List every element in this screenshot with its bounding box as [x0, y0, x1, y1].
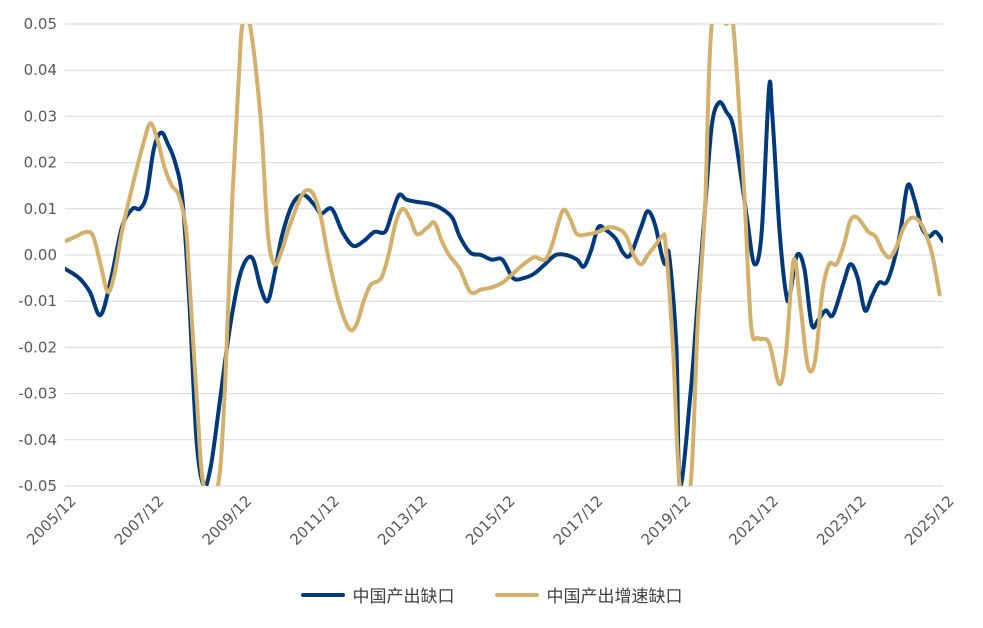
x-tick-label: 2005/12: [23, 492, 80, 549]
y-axis-ticks: 0.05 0.04 0.03 0.02 0.01 0.00 -0.01 -0.02 -0.03 -…: [18, 15, 57, 495]
x-tick-label: 2009/12: [199, 492, 256, 549]
x-axis-ticks: 2005/12 2007/12 2009/12 2011/12 2013/12 2015/…: [23, 492, 958, 549]
x-tick-label: 2015/12: [462, 492, 519, 549]
series-lines: [65, 24, 943, 486]
y-tick-label: -0.01: [18, 292, 57, 310]
y-tick-label: 0.00: [24, 246, 57, 264]
series-line-growth-gap: [65, 24, 942, 486]
y-tick-label: 0.04: [24, 61, 57, 79]
x-tick-label: 2023/12: [813, 492, 870, 549]
legend-swatch-growth-gap: [494, 592, 539, 597]
series-line-output-gap: [65, 79, 943, 486]
y-tick-label: 0.05: [24, 15, 57, 33]
grid-lines: [65, 23, 943, 487]
y-tick-label: 0.01: [24, 200, 57, 218]
legend-label-output-gap: 中国产出缺口: [352, 587, 455, 607]
legend-item-growth-gap: 中国产出增速缺口: [494, 582, 683, 607]
legend-item-output-gap: 中国产出缺口: [300, 582, 455, 607]
y-tick-label: -0.02: [18, 338, 57, 356]
x-tick-label: 2021/12: [725, 492, 782, 549]
x-tick-label: 2017/12: [550, 492, 607, 549]
y-tick-label: 0.02: [24, 154, 57, 172]
legend-label-growth-gap: 中国产出增速缺口: [546, 587, 683, 607]
x-tick-label: 2013/12: [374, 492, 431, 549]
x-tick-label: 2025/12: [901, 492, 958, 549]
y-tick-label: 0.03: [24, 107, 57, 125]
y-tick-label: -0.04: [18, 431, 57, 449]
x-tick-label: 2011/12: [286, 492, 343, 549]
legend-swatch-output-gap: [300, 592, 345, 597]
y-tick-label: -0.05: [18, 477, 57, 495]
x-tick-label: 2007/12: [111, 492, 168, 549]
y-tick-label: -0.03: [18, 385, 57, 403]
legend: 中国产出缺口 中国产出增速缺口: [0, 582, 983, 607]
x-tick-label: 2019/12: [638, 492, 695, 549]
